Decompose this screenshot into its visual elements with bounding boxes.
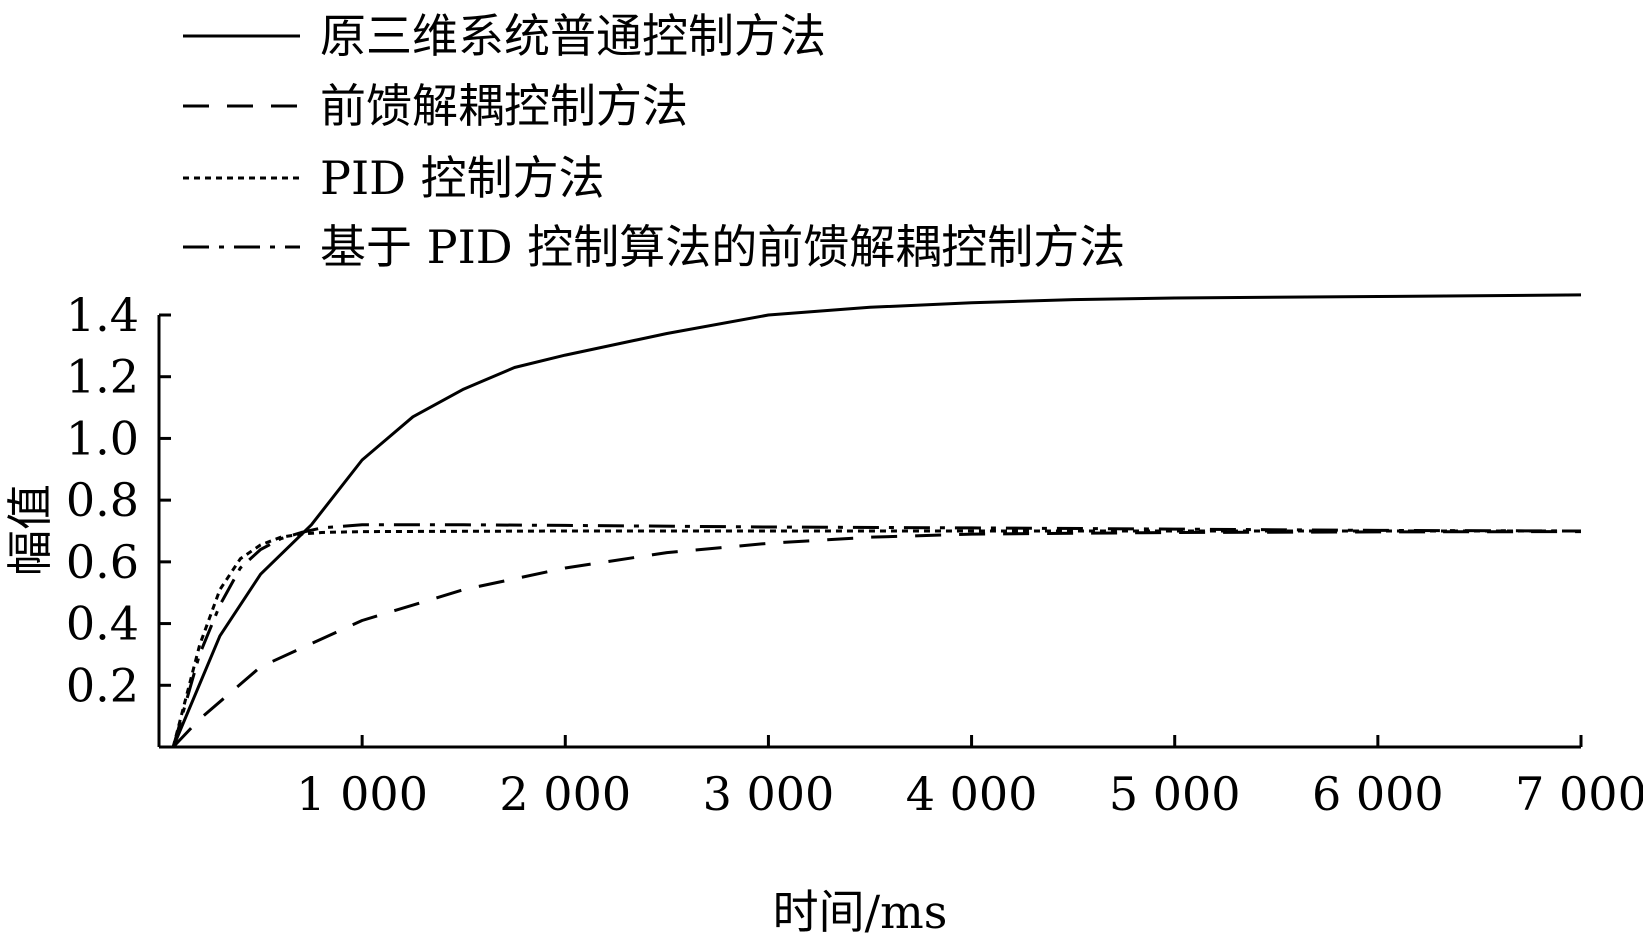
- series-group: [171, 293, 1582, 749]
- y-axis-label: 幅值: [3, 484, 57, 576]
- x-tick-label: 2 000: [499, 767, 631, 821]
- x-tick-label: 7 000: [1515, 767, 1643, 821]
- y-tick-label: 0.4: [66, 597, 139, 651]
- x-tick-label: 5 000: [1109, 767, 1241, 821]
- y-tick-label: 1.4: [66, 288, 139, 342]
- y-tick-label: 1.2: [66, 350, 139, 404]
- y-tick-label: 0.8: [66, 473, 139, 527]
- y-tick-label: 0.6: [66, 535, 139, 589]
- x-tick-label: 4 000: [906, 767, 1038, 821]
- legend-label-3: PID 控制方法: [320, 151, 605, 205]
- ticks: 1 000 2 000 3 000 4 000 5 000 6 000 7 000 0.2 0.…: [66, 288, 1643, 821]
- x-tick-label: 1 000: [296, 767, 428, 821]
- axes: [157, 315, 1581, 749]
- series-line-3: [171, 529, 1581, 748]
- y-tick-label: 0.2: [66, 658, 139, 712]
- legend-label-1: 原三维系统普通控制方法: [320, 9, 826, 63]
- legend-label-4: 基于 PID 控制算法的前馈解耦控制方法: [320, 220, 1125, 274]
- series-line-2: [172, 530, 1582, 749]
- y-tick-label: 1.0: [66, 411, 139, 465]
- series-line-4: [171, 523, 1582, 748]
- legend-label-2: 前馈解耦控制方法: [320, 79, 688, 133]
- x-tick-label: 3 000: [703, 767, 835, 821]
- x-axis-label: 时间/ms: [773, 885, 948, 939]
- x-tick-label: 6 000: [1312, 767, 1444, 821]
- series-line-1: [171, 293, 1582, 748]
